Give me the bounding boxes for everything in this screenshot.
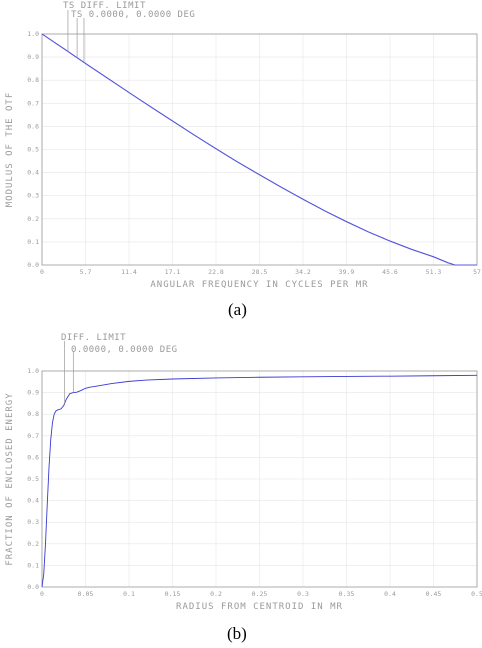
y-tick-label: 0.0 [27, 583, 39, 591]
x-tick-label: 39.9 [339, 268, 355, 276]
plot-frame [41, 370, 478, 588]
y-tick-label: 0.3 [27, 192, 39, 200]
x-tick-label: 0.4 [384, 590, 396, 598]
y-tick-label: 0.1 [27, 238, 39, 246]
x-tick-label: 0.5 [471, 590, 482, 598]
x-axis-label: ANGULAR FREQUENCY IN CYCLES PER MR [150, 280, 368, 290]
x-tick-label: 0.35 [339, 590, 355, 598]
x-tick-label: 0.05 [78, 590, 94, 598]
x-tick-label: 0 [40, 268, 44, 276]
plot-frame [41, 33, 478, 266]
x-tick-label: 17.1 [165, 268, 181, 276]
y-tick-label: 0.8 [27, 76, 39, 84]
y-tick-label: 0.6 [27, 122, 39, 130]
x-tick-label: 28.5 [252, 268, 268, 276]
y-tick-label: 1.0 [27, 30, 39, 38]
y-tick-label: 1.0 [27, 367, 39, 375]
y-tick-label: 0.4 [27, 169, 39, 177]
y-tick-label: 0.1 [27, 561, 39, 569]
x-tick-label: 0.25 [252, 590, 268, 598]
x-tick-label: 0 [40, 590, 44, 598]
y-tick-label: 0.9 [27, 53, 39, 61]
x-tick-label: 22.8 [208, 268, 224, 276]
x-tick-label: 57 [473, 268, 481, 276]
y-tick-label: 0.5 [27, 146, 39, 154]
y-tick-label: 0.7 [27, 432, 39, 440]
series-line [41, 33, 477, 266]
x-tick-label: 11.4 [121, 268, 137, 276]
enclosed-energy-chart: 0 0.05 0.1 0.15 0.2 0.25 0.3 0.35 0.4 0.45 0.50.00… [5, 333, 482, 612]
y-tick-label: 0.5 [27, 475, 39, 483]
caption-b: (b) [227, 624, 247, 643]
y-tick-label: 0.9 [27, 389, 39, 397]
x-tick-label: 0.3 [297, 590, 309, 598]
y-tick-label: 0.2 [27, 540, 39, 548]
legend-label: DIFF. LIMIT [61, 333, 126, 343]
y-tick-label: 0.7 [27, 99, 39, 107]
legend-label: 0.0000, 0.0000 DEG [71, 345, 178, 355]
y-tick-label: 0.4 [27, 497, 39, 505]
y-tick-label: 0.8 [27, 410, 39, 418]
y-tick-label: 0.0 [27, 261, 39, 269]
y-tick-label: 0.2 [27, 215, 39, 223]
y-axis-label: MODULUS OF THE OTF [5, 92, 15, 208]
series-line [41, 374, 478, 588]
y-tick-label: 0.3 [27, 518, 39, 526]
x-tick-label: 0.15 [165, 590, 181, 598]
y-axis-label: FRACTION OF ENCLOSED ENERGY [5, 392, 15, 565]
x-tick-label: 0.1 [123, 590, 135, 598]
legend-label: TS 0.0000, 0.0000 DEG [71, 10, 195, 20]
caption-a: (a) [228, 300, 247, 319]
x-tick-label: 51.3 [426, 268, 442, 276]
x-tick-label: 0.45 [426, 590, 442, 598]
x-tick-label: 45.6 [382, 268, 398, 276]
otf-chart: 0 5.7 11.4 17.1 22.8 28.5 34.2 39.9 45.6 51.3 57 0.… [5, 1, 481, 290]
x-axis-label: RADIUS FROM CENTROID IN MR [176, 602, 343, 612]
x-tick-label: 5.7 [80, 268, 92, 276]
legend-label: TS DIFF. LIMIT [63, 1, 146, 11]
x-tick-label: 0.2 [210, 590, 222, 598]
y-tick-label: 0.6 [27, 453, 39, 461]
x-tick-label: 34.2 [295, 268, 311, 276]
